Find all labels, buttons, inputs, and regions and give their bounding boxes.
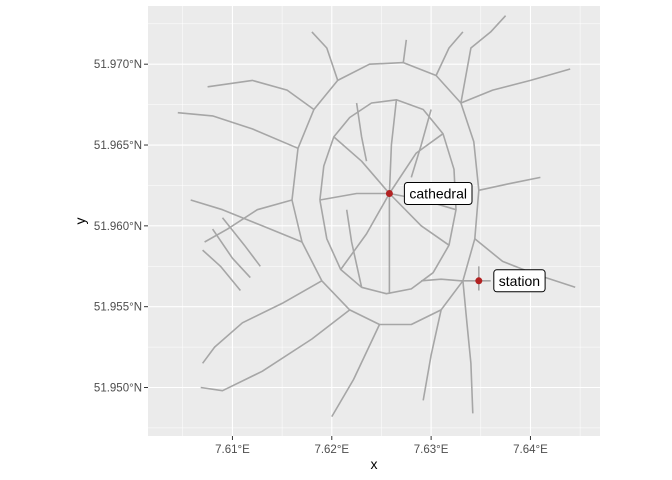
- road-line: [462, 280, 474, 414]
- poi-label-box: [403, 182, 473, 206]
- road-line: [460, 15, 507, 104]
- y-axis-title: y: [72, 218, 88, 225]
- y-tick-label: 51.965°N: [94, 140, 142, 152]
- road-line: [177, 111, 299, 150]
- road-line: [355, 102, 368, 162]
- x-tick-label: 7.61°E: [215, 444, 250, 456]
- road-line: [422, 309, 442, 401]
- y-axis-ticks: 51.950°N 51.955°N 51.960°N 51.965°N 51.970°N: [94, 59, 148, 395]
- x-tick-label: 7.62°E: [314, 444, 349, 456]
- road-line: [201, 280, 323, 364]
- poi-point-station: [475, 277, 483, 285]
- road-line: [207, 79, 315, 111]
- road-line: [331, 324, 381, 418]
- road-line: [460, 68, 571, 104]
- road-line: [190, 199, 303, 243]
- x-axis-ticks: 7.61°E 7.62°E 7.63°E 7.64°E: [215, 436, 548, 456]
- poi-points: [385, 190, 483, 285]
- x-tick-label: 7.63°E: [414, 444, 449, 456]
- road-line: [221, 217, 261, 267]
- poi-label-box: [493, 269, 546, 293]
- road-line: [474, 238, 576, 289]
- road-line: [202, 249, 242, 292]
- road-line: [311, 31, 339, 81]
- poi-point-cathedral: [385, 190, 393, 198]
- y-tick-label: 51.955°N: [94, 302, 142, 314]
- y-tick-label: 51.950°N: [94, 383, 142, 395]
- poi-label-cathedral: cathedral: [403, 182, 473, 206]
- road-line: [211, 228, 251, 279]
- y-tick-label: 51.970°N: [94, 59, 142, 71]
- grid-x: [182, 6, 581, 436]
- road-network: [177, 15, 576, 418]
- poi-labels: cathedral station: [403, 182, 546, 293]
- x-tick-label: 7.64°E: [513, 444, 548, 456]
- road-line: [478, 176, 541, 192]
- x-axis-title: x: [371, 456, 378, 472]
- road-line: [421, 278, 491, 282]
- poi-label-text: station: [499, 273, 540, 289]
- road-line: [435, 31, 464, 76]
- poi-label-station: station: [493, 269, 546, 293]
- poi-label-text: cathedral: [409, 186, 467, 202]
- y-tick-label: 51.960°N: [94, 221, 142, 233]
- road-line: [402, 39, 408, 63]
- road-line: [410, 109, 432, 178]
- road-line: [200, 309, 351, 392]
- road-line: [345, 209, 363, 288]
